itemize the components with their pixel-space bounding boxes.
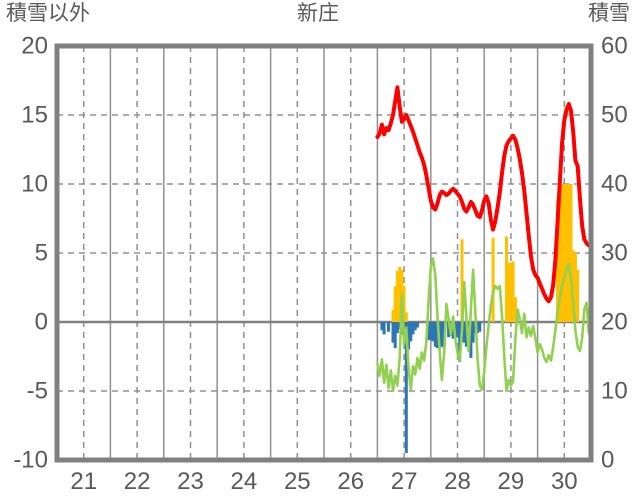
- x-axis-tick-label: 26: [337, 468, 364, 495]
- orange-bar: [576, 269, 580, 322]
- left-axis-tick-label: 10: [21, 171, 48, 198]
- orange-bar: [491, 237, 495, 322]
- orange-bar: [509, 262, 513, 322]
- red-line: [375, 85, 593, 304]
- left-axis-title: 積雪以外: [6, 2, 90, 25]
- x-axis-tick-label: 23: [177, 468, 204, 495]
- blue-bar: [404, 322, 408, 454]
- right-axis-tick-label: 10: [601, 378, 628, 405]
- orange-bar: [569, 184, 573, 322]
- right-axis-title: 積雪: [588, 2, 630, 25]
- left-axis-tick-label: 5: [35, 240, 48, 267]
- x-axis-tick-label: 24: [231, 468, 258, 495]
- right-axis-tick-label: 40: [601, 171, 628, 198]
- blue-bar: [411, 322, 415, 335]
- x-axis-tick-label: 27: [391, 468, 418, 495]
- blue-bar: [416, 322, 419, 328]
- blue-bar: [462, 322, 466, 343]
- orange-bar: [395, 270, 399, 322]
- blue-bar: [471, 322, 475, 343]
- orange-bar: [402, 286, 406, 322]
- blue-bar: [427, 322, 431, 340]
- orange-bar: [567, 184, 571, 322]
- blue-bar: [431, 322, 435, 342]
- x-axis-tick-label: 29: [498, 468, 525, 495]
- blue-bar: [440, 322, 444, 347]
- x-axis-tick-label: 25: [284, 468, 311, 495]
- left-axis-tick-label: 0: [35, 309, 48, 336]
- blue-bar: [451, 322, 455, 339]
- orange-bar: [556, 200, 560, 322]
- blue-bar: [469, 322, 473, 358]
- orange-bar: [511, 261, 515, 322]
- blue-bar: [456, 322, 459, 338]
- blue-bar: [391, 322, 395, 343]
- blue-bar: [382, 322, 386, 335]
- blue-bar: [395, 322, 399, 333]
- blue-bar: [393, 322, 397, 349]
- chart-title: 新庄: [297, 2, 339, 25]
- blue-bar: [429, 322, 433, 340]
- orange-bar: [513, 297, 517, 322]
- blue-bar: [447, 322, 451, 338]
- blue-bar: [407, 322, 411, 350]
- orange-bar: [505, 236, 508, 322]
- orange-bar: [558, 184, 562, 322]
- left-axis-tick-label: 20: [21, 33, 48, 60]
- right-axis-tick-label: 30: [601, 240, 628, 267]
- left-axis-tick-label: 15: [21, 102, 48, 129]
- orange-bar: [560, 184, 564, 322]
- orange-bar: [404, 312, 408, 322]
- blue-bar: [478, 322, 482, 332]
- blue-bar: [458, 322, 462, 362]
- right-axis-tick-label: 60: [601, 33, 628, 60]
- orange-bar: [573, 253, 577, 322]
- plot-border: [54, 43, 594, 463]
- orange-bar: [460, 239, 464, 322]
- x-axis-tick-label: 30: [551, 468, 578, 495]
- left-axis-tick-label: -10: [13, 447, 48, 474]
- orange-bar: [562, 184, 566, 322]
- blue-bar: [387, 322, 390, 332]
- x-axis-tick-label: 28: [444, 468, 471, 495]
- blue-bar: [380, 322, 384, 331]
- right-axis-tick-label: 0: [601, 447, 614, 474]
- orange-bar: [391, 309, 395, 322]
- x-axis-tick-label: 22: [124, 468, 151, 495]
- orange-bar: [507, 262, 511, 322]
- right-axis-tick-label: 50: [601, 102, 628, 129]
- blue-bar: [413, 322, 417, 331]
- orange-bar: [398, 266, 402, 322]
- blue-bar: [433, 322, 437, 347]
- blue-bar: [409, 322, 413, 342]
- orange-bar: [393, 286, 397, 322]
- right-axis-tick-label: 20: [601, 309, 628, 336]
- orange-bar: [571, 250, 575, 322]
- green-line: [376, 257, 593, 393]
- blue-bar: [476, 322, 479, 333]
- x-axis-tick-label: 21: [70, 468, 97, 495]
- orange-bar: [565, 184, 568, 322]
- left-axis-tick-label: -5: [27, 378, 48, 405]
